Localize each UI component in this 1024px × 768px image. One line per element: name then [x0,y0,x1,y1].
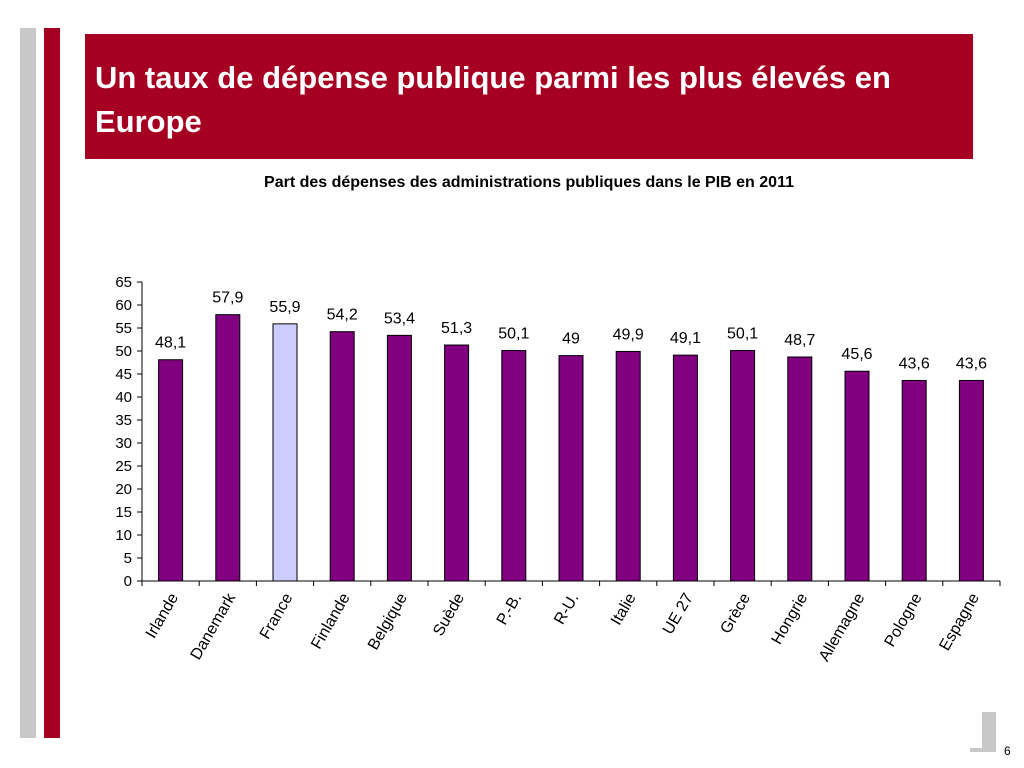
bar [787,356,813,582]
data-label: 54,2 [327,307,358,324]
footer-logo-base [970,748,994,752]
bar [386,334,412,582]
x-tick-label: Italie [608,590,640,628]
y-tick-label: 30 [115,435,132,452]
y-tick-label: 10 [115,527,132,544]
x-tick-label: Hongrie [769,590,812,647]
bar [215,314,241,582]
y-tick-label: 35 [115,412,132,429]
y-tick-label: 25 [115,458,132,475]
x-tick-label: Irlande [143,590,182,641]
data-label: 49,1 [670,330,701,347]
x-tick-label: Suède [430,590,468,639]
data-label: 50,1 [727,326,758,343]
data-label: 48,7 [784,332,815,349]
data-label: 51,3 [441,320,472,337]
x-tick-label: Grèce [718,590,755,636]
x-tick-label: Espagne [937,590,983,653]
x-tick-label: Belgique [365,590,411,653]
bar [158,359,184,582]
y-tick-label: 65 [115,274,132,291]
y-tick-label: 15 [115,504,132,521]
y-tick-label: 50 [115,343,132,360]
bar [501,350,527,582]
data-label: 43,6 [899,355,930,372]
chart-title: Part des dépenses des administrations pu… [264,174,794,191]
data-label: 50,1 [498,326,529,343]
y-tick-label: 5 [124,550,132,567]
data-label: 53,4 [384,310,415,327]
y-tick-label: 0 [124,573,132,590]
data-label: 48,1 [155,335,186,352]
data-label: 43,6 [956,355,987,372]
side-bar-gray [20,28,36,738]
x-tick-label: Allemagne [816,590,869,664]
side-bar-red [44,28,60,738]
x-tick-label: France [257,590,297,642]
data-label: 49 [562,331,580,348]
x-tick-label: R-U. [551,591,582,628]
x-tick-label: UE 27 [660,590,697,637]
bar [444,344,470,582]
y-tick-label: 40 [115,389,132,406]
bar [615,350,641,582]
x-tick-label: Danemark [188,590,240,663]
data-label: 57,9 [212,290,243,307]
y-tick-label: 45 [115,366,132,383]
bar [844,370,870,582]
data-label: 49,9 [613,326,644,343]
bar [958,379,984,582]
y-tick-label: 20 [115,481,132,498]
slide-title: Un taux de dépense publique parmi les pl… [95,60,891,139]
bar [901,379,927,582]
bar [329,331,355,582]
bar [558,355,584,582]
footer-logo-mark [982,712,996,752]
data-label: 55,9 [269,299,300,316]
y-tick-label: 60 [115,297,132,314]
page-number: 6 [1004,744,1011,758]
data-label: 45,6 [841,346,872,363]
title-banner: Un taux de dépense publique parmi les pl… [85,34,973,159]
x-tick-label: Finlande [308,590,353,652]
bar [672,354,698,582]
x-tick-label: Pologne [882,590,926,649]
bar [272,323,298,582]
y-tick-label: 55 [115,320,132,337]
bar [730,350,756,582]
x-tick-label: P.-B. [494,591,525,629]
